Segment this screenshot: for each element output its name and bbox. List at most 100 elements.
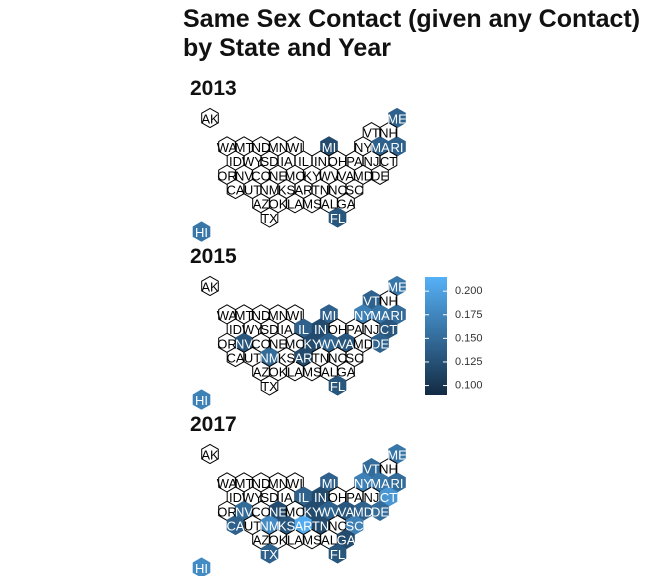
state-label-md: MD xyxy=(353,336,373,351)
state-hex-tx xyxy=(260,375,279,396)
panel-title: 2013 xyxy=(190,77,237,100)
state-hex-fl xyxy=(328,543,347,564)
state-label-mo: MO xyxy=(285,336,306,351)
state-label-de: DE xyxy=(371,504,389,519)
state-label-nv: NV xyxy=(235,168,253,183)
state-label-nc: NC xyxy=(328,351,347,366)
state-label-az: AZ xyxy=(253,533,270,548)
state-label-ut: UT xyxy=(244,183,261,198)
state-label-ar: AR xyxy=(294,183,312,198)
state-label-wv: WV xyxy=(319,168,340,183)
state-label-in: IN xyxy=(314,490,327,505)
state-label-wv: WV xyxy=(319,336,340,351)
state-label-hi: HI xyxy=(195,393,208,408)
state-label-me: ME xyxy=(387,112,407,127)
state-label-il: IL xyxy=(298,154,309,169)
state-label-nh: NH xyxy=(379,462,398,477)
state-label-md: MD xyxy=(353,168,373,183)
state-label-mt: MT xyxy=(235,140,254,155)
state-label-de: DE xyxy=(371,168,389,183)
legend-tick-label: 0.100 xyxy=(455,380,483,392)
state-label-nv: NV xyxy=(235,336,253,351)
state-label-tn: TN xyxy=(312,351,329,366)
state-hex-hi xyxy=(192,221,211,242)
state-label-ak: AK xyxy=(201,280,219,295)
state-label-mo: MO xyxy=(285,504,306,519)
state-hex-de xyxy=(371,332,389,353)
state-label-ia: IA xyxy=(280,490,293,505)
state-label-wv: WV xyxy=(319,504,340,519)
state-label-or: OR xyxy=(217,168,237,183)
state-label-nh: NH xyxy=(379,294,398,309)
state-label-ma: MA xyxy=(370,308,390,323)
state-label-co: CO xyxy=(251,336,271,351)
state-hex-hi xyxy=(192,389,211,410)
state-label-la: LA xyxy=(287,365,303,380)
state-label-wy: WY xyxy=(242,154,263,169)
state-label-tn: TN xyxy=(312,519,329,534)
state-label-tn: TN xyxy=(312,183,329,198)
state-label-ks: KS xyxy=(278,351,296,366)
state-label-ut: UT xyxy=(244,351,261,366)
state-label-ny: NY xyxy=(354,476,372,491)
state-label-ky: KY xyxy=(303,168,321,183)
state-label-ma: MA xyxy=(370,140,390,155)
state-label-id: ID xyxy=(229,322,242,337)
state-label-il: IL xyxy=(298,322,309,337)
state-label-wy: WY xyxy=(242,322,263,337)
state-label-or: OR xyxy=(217,336,237,351)
state-label-nj: NJ xyxy=(364,322,380,337)
state-label-sc: SC xyxy=(345,351,363,366)
state-label-ky: KY xyxy=(303,336,321,351)
state-label-ms: MS xyxy=(302,197,322,212)
state-hex-ak xyxy=(201,107,219,129)
state-label-ny: NY xyxy=(354,140,372,155)
state-label-wi: WI xyxy=(287,308,303,323)
state-label-sd: SD xyxy=(260,490,278,505)
state-label-ga: GA xyxy=(337,365,356,380)
state-label-ky: KY xyxy=(303,504,321,519)
legend-tick-label: 0.200 xyxy=(455,285,483,297)
state-label-la: LA xyxy=(287,197,303,212)
state-label-ok: OK xyxy=(269,365,288,380)
state-label-tx: TX xyxy=(261,547,278,562)
state-label-mi: MI xyxy=(322,140,336,155)
legend-colorbar xyxy=(425,277,447,395)
state-hex-tx xyxy=(260,543,279,564)
state-label-ma: MA xyxy=(370,476,390,491)
state-label-sd: SD xyxy=(260,154,278,169)
state-label-ct: CT xyxy=(380,490,397,505)
state-label-co: CO xyxy=(251,168,271,183)
state-label-wi: WI xyxy=(287,476,303,491)
state-label-ms: MS xyxy=(302,365,322,380)
state-label-ne: NE xyxy=(269,168,287,183)
state-label-la: LA xyxy=(287,533,303,548)
state-label-nj: NJ xyxy=(364,490,380,505)
state-label-ar: AR xyxy=(294,351,312,366)
state-hex-de xyxy=(371,164,389,185)
state-label-tx: TX xyxy=(261,379,278,394)
state-label-wi: WI xyxy=(287,140,303,155)
state-label-il: IL xyxy=(298,490,309,505)
state-label-fl: FL xyxy=(330,211,345,226)
state-label-ks: KS xyxy=(278,519,296,534)
state-label-az: AZ xyxy=(253,197,270,212)
state-label-ri: RI xyxy=(391,140,404,155)
state-label-ia: IA xyxy=(280,154,293,169)
state-label-sd: SD xyxy=(260,322,278,337)
state-label-in: IN xyxy=(314,154,327,169)
state-label-vt: VT xyxy=(363,294,380,309)
chart-title-line-2: by State and Year xyxy=(183,34,391,62)
state-label-ct: CT xyxy=(380,322,397,337)
state-label-ia: IA xyxy=(280,322,293,337)
state-label-pa: PA xyxy=(346,322,363,337)
state-label-va: VA xyxy=(338,336,355,351)
state-label-ks: KS xyxy=(278,183,296,198)
state-label-wa: WA xyxy=(217,308,238,323)
state-label-ak: AK xyxy=(201,448,219,463)
state-label-me: ME xyxy=(387,448,407,463)
state-label-nc: NC xyxy=(328,519,347,534)
state-label-va: VA xyxy=(338,504,355,519)
